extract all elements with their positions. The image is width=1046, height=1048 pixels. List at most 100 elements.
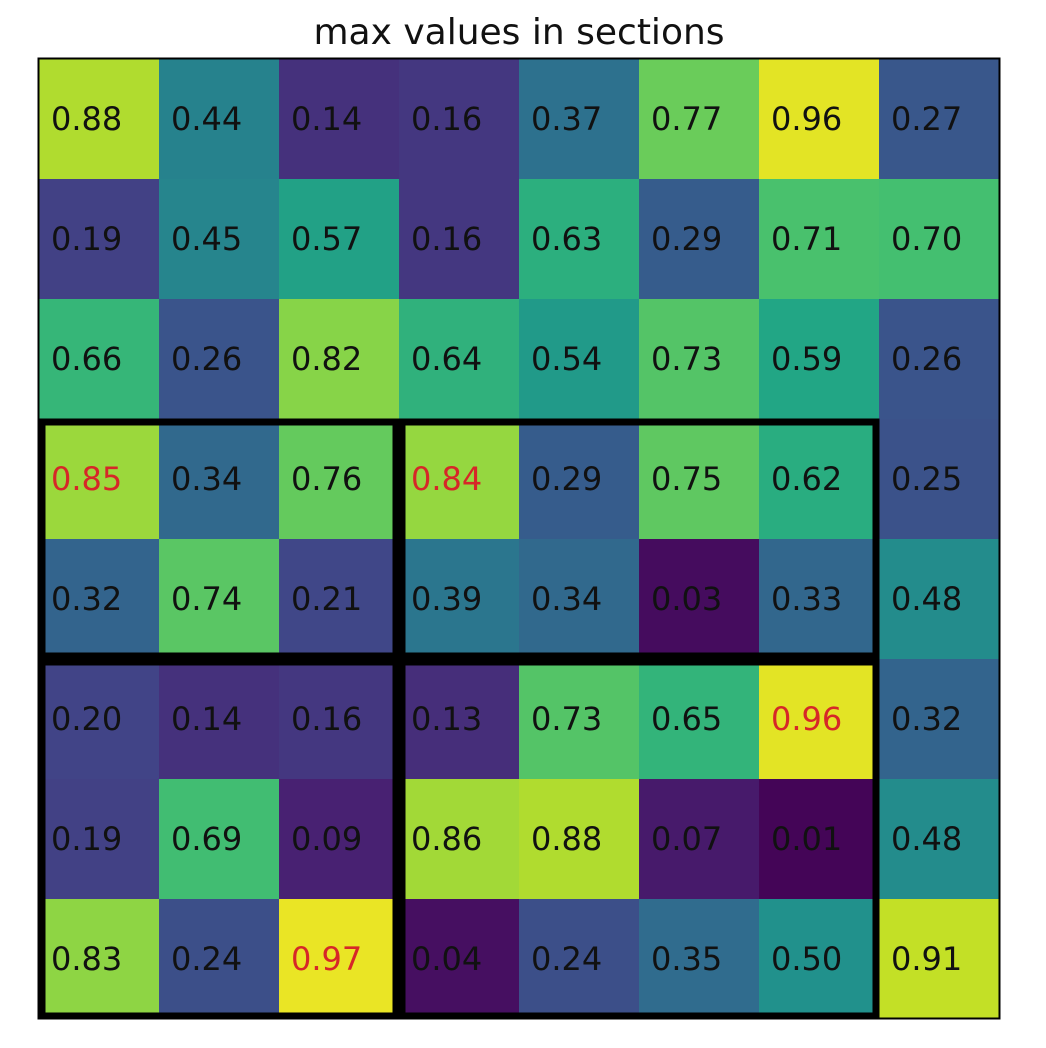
cell-value-label: 0.14	[291, 100, 362, 138]
heatmap-cell	[399, 659, 519, 779]
cell-value-label: 0.03	[651, 580, 722, 618]
cell-value-label: 0.01	[771, 820, 842, 858]
heatmap-cell	[279, 419, 399, 539]
section-borders	[38, 418, 880, 1020]
heatmap-cell	[519, 179, 639, 299]
section-border	[38, 658, 400, 1020]
cell-value-label: 0.64	[411, 340, 482, 378]
heatmap-cell	[279, 899, 399, 1019]
cell-value-label: 0.57	[291, 220, 362, 258]
heatmap-cell	[279, 59, 399, 179]
cell-value-label: 0.91	[891, 940, 962, 978]
chart-title: max values in sections	[313, 12, 724, 53]
heatmap-cell	[519, 659, 639, 779]
section-max-label: 0.97	[291, 940, 362, 978]
cell-value-label: 0.59	[771, 340, 842, 378]
heatmap-cell	[639, 539, 759, 659]
cell-value-label: 0.09	[291, 820, 362, 858]
cell-value-label: 0.88	[51, 100, 122, 138]
heatmap-cell	[759, 659, 879, 779]
cell-value-label: 0.54	[531, 340, 602, 378]
heatmap-cell	[519, 899, 639, 1019]
heatmap-cell	[159, 779, 279, 899]
heatmap-cell	[159, 59, 279, 179]
heatmap-cell	[759, 419, 879, 539]
cell-value-label: 0.82	[291, 340, 362, 378]
heatmap-cell	[519, 779, 639, 899]
cell-value-label: 0.16	[411, 100, 482, 138]
cell-value-label: 0.35	[651, 940, 722, 978]
heatmap-cell	[879, 179, 999, 299]
heatmap-cell	[159, 179, 279, 299]
heatmap-cell	[639, 659, 759, 779]
cell-value-label: 0.48	[891, 820, 962, 858]
cell-value-label: 0.20	[51, 700, 122, 738]
heatmap-cell	[879, 659, 999, 779]
cell-value-label: 0.16	[411, 220, 482, 258]
cell-value-label: 0.96	[771, 100, 842, 138]
cell-value-label: 0.45	[171, 220, 242, 258]
heatmap-cell	[399, 59, 519, 179]
heatmap-cell	[39, 539, 159, 659]
heatmap-cell	[159, 899, 279, 1019]
cell-value-label: 0.19	[51, 820, 122, 858]
heatmap-cell	[279, 539, 399, 659]
cell-value-label: 0.50	[771, 940, 842, 978]
cell-value-label: 0.76	[291, 460, 362, 498]
heatmap-cell	[879, 899, 999, 1019]
heatmap-cell	[399, 779, 519, 899]
heatmap-cell	[159, 299, 279, 419]
heatmap-cell	[39, 299, 159, 419]
cell-value-label: 0.24	[531, 940, 602, 978]
section-border	[38, 418, 400, 660]
heatmap-cell	[639, 779, 759, 899]
cell-value-label: 0.29	[651, 220, 722, 258]
cell-value-label: 0.07	[651, 820, 722, 858]
cell-value-label: 0.77	[651, 100, 722, 138]
heatmap-cell	[39, 899, 159, 1019]
section-border	[398, 418, 880, 660]
section-max-label: 0.96	[771, 700, 842, 738]
cell-value-label: 0.83	[51, 940, 122, 978]
cell-value-label: 0.32	[891, 700, 962, 738]
heatmap-cell	[879, 419, 999, 539]
cell-value-label: 0.73	[531, 700, 602, 738]
heatmap-cell	[519, 539, 639, 659]
heatmap-cell	[399, 179, 519, 299]
cell-value-label: 0.71	[771, 220, 842, 258]
cell-value-label: 0.13	[411, 700, 482, 738]
cell-value-label: 0.21	[291, 580, 362, 618]
heatmap-cell	[159, 419, 279, 539]
heatmap-cell	[759, 899, 879, 1019]
heatmap-cell	[399, 899, 519, 1019]
cell-value-label: 0.73	[651, 340, 722, 378]
heatmap-cell	[279, 299, 399, 419]
heatmap-labels: 0.88 0.44 0.14 0.16 0.37 0.77 0.96 0.27 0.19 0.45…	[51, 100, 962, 978]
cell-value-label: 0.26	[891, 340, 962, 378]
cell-value-label: 0.19	[51, 220, 122, 258]
heatmap-cell	[759, 299, 879, 419]
cell-value-label: 0.74	[171, 580, 242, 618]
section-border	[398, 658, 880, 1020]
cell-value-label: 0.66	[51, 340, 122, 378]
cell-value-label: 0.63	[531, 220, 602, 258]
cell-value-label: 0.16	[291, 700, 362, 738]
heatmap-cell	[759, 179, 879, 299]
heatmap-cell	[639, 59, 759, 179]
heatmap-cell	[39, 59, 159, 179]
cell-value-label: 0.70	[891, 220, 962, 258]
cell-value-label: 0.86	[411, 820, 482, 858]
cell-value-label: 0.44	[171, 100, 242, 138]
heatmap-cell	[519, 59, 639, 179]
heatmap-cell	[639, 179, 759, 299]
heatmap-cell	[39, 659, 159, 779]
heatmap-cell	[639, 299, 759, 419]
heatmap-cell	[879, 779, 999, 899]
cell-value-label: 0.75	[651, 460, 722, 498]
cell-value-label: 0.26	[171, 340, 242, 378]
heatmap-cell	[279, 659, 399, 779]
cell-value-label: 0.62	[771, 460, 842, 498]
heatmap-cells	[39, 59, 999, 1019]
cell-value-label: 0.39	[411, 580, 482, 618]
